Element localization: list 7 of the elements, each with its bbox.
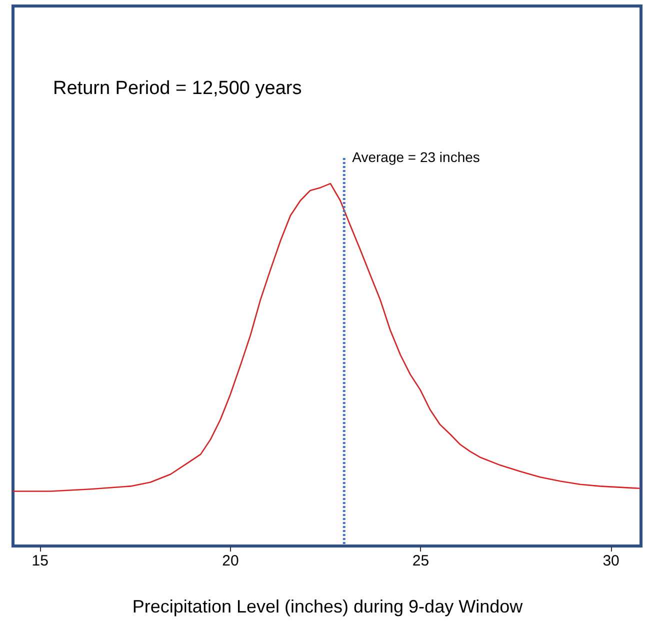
text: Return Period = 12,500 years (53, 78, 302, 99)
x-axis-title: Precipitation Level (inches) during 9-day Window (132, 596, 524, 616)
x-tick-label: 30 (602, 552, 620, 570)
x-tick-label: 15 (32, 552, 48, 570)
x-tick-label: 25 (412, 552, 430, 570)
ref-line-label: Average = 23 inches (352, 149, 480, 165)
x-tick-label: 20 (222, 552, 239, 570)
